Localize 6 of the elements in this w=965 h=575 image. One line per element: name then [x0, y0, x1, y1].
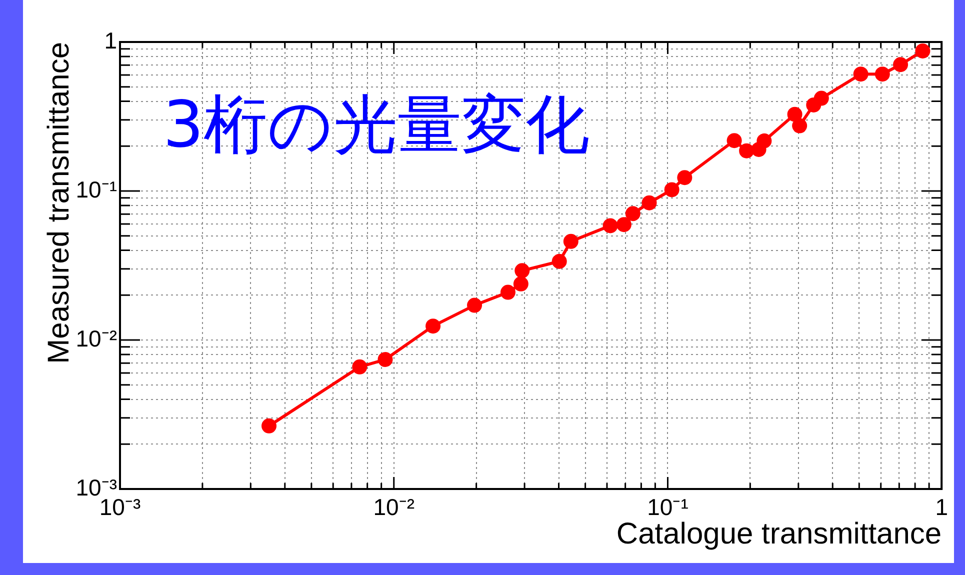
y-axis-title: Measured transmittance [42, 42, 76, 364]
y-tick-label: 10⁻² [76, 325, 118, 352]
y-tick-label: 10⁻¹ [76, 176, 118, 202]
annotation: 3桁の光量変化 [163, 88, 590, 163]
y-tick-label: 1 [104, 27, 117, 54]
x-tick-label: 10⁻² [373, 494, 415, 520]
